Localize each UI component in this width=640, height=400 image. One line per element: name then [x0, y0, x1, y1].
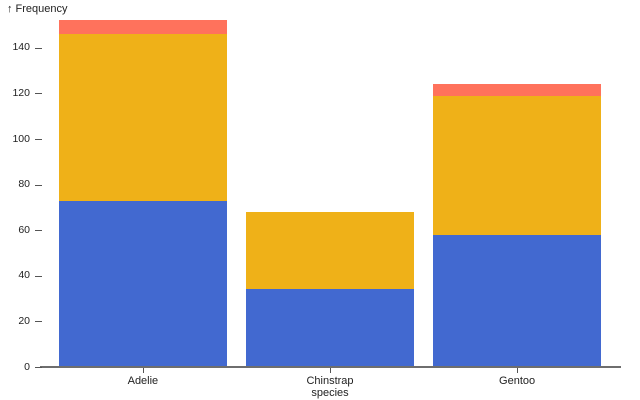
- y-tick-mark-140: [35, 47, 42, 49]
- x-tick-label-adelie: Adelie: [127, 375, 159, 387]
- y-tick-label-120: 120: [12, 86, 30, 99]
- x-tick-adelie: [142, 368, 144, 373]
- bar-segment-gentoo-blue: [432, 234, 602, 367]
- y-tick-mark-40: [35, 275, 42, 277]
- x-axis-label: species: [311, 387, 349, 399]
- bar-segment-gentoo-red: [432, 84, 602, 96]
- y-tick-mark-0: [35, 367, 42, 368]
- bar-segment-adelie-blue: [58, 200, 228, 367]
- x-tick-gentoo: [517, 368, 519, 373]
- x-tick-label-gentoo: Gentoo: [499, 375, 536, 387]
- y-tick-mark-60: [35, 230, 42, 232]
- bar-segment-gentoo-orange: [432, 95, 602, 235]
- x-tick-chinstrap: [330, 368, 331, 373]
- x-tick-label-chinstrap: Chinstrap: [306, 375, 354, 387]
- y-tick-label-140: 140: [12, 41, 30, 54]
- y-tick-mark-80: [35, 184, 42, 186]
- y-tick-mark-120: [35, 93, 42, 95]
- y-tick-label-60: 60: [18, 223, 30, 236]
- y-tick-label-80: 80: [18, 178, 30, 191]
- bar-segment-adelie-red: [58, 20, 228, 35]
- y-tick-label-0: 0: [24, 360, 30, 373]
- y-tick-label-20: 20: [18, 314, 30, 327]
- y-tick-label-100: 100: [12, 132, 30, 145]
- x-axis-line: [40, 366, 621, 368]
- bar-segment-adelie-orange: [58, 34, 228, 201]
- y-tick-mark-20: [35, 321, 42, 323]
- y-axis-title: ↑ Frequency: [7, 3, 67, 15]
- y-axis-title-text: Frequency: [15, 3, 68, 15]
- bar-segment-chinstrap-orange: [245, 211, 415, 290]
- y-tick-label-40: 40: [18, 269, 30, 282]
- bar-segment-chinstrap-blue: [245, 289, 415, 367]
- up-arrow-icon: ↑: [7, 3, 13, 15]
- y-tick-mark-100: [35, 139, 42, 140]
